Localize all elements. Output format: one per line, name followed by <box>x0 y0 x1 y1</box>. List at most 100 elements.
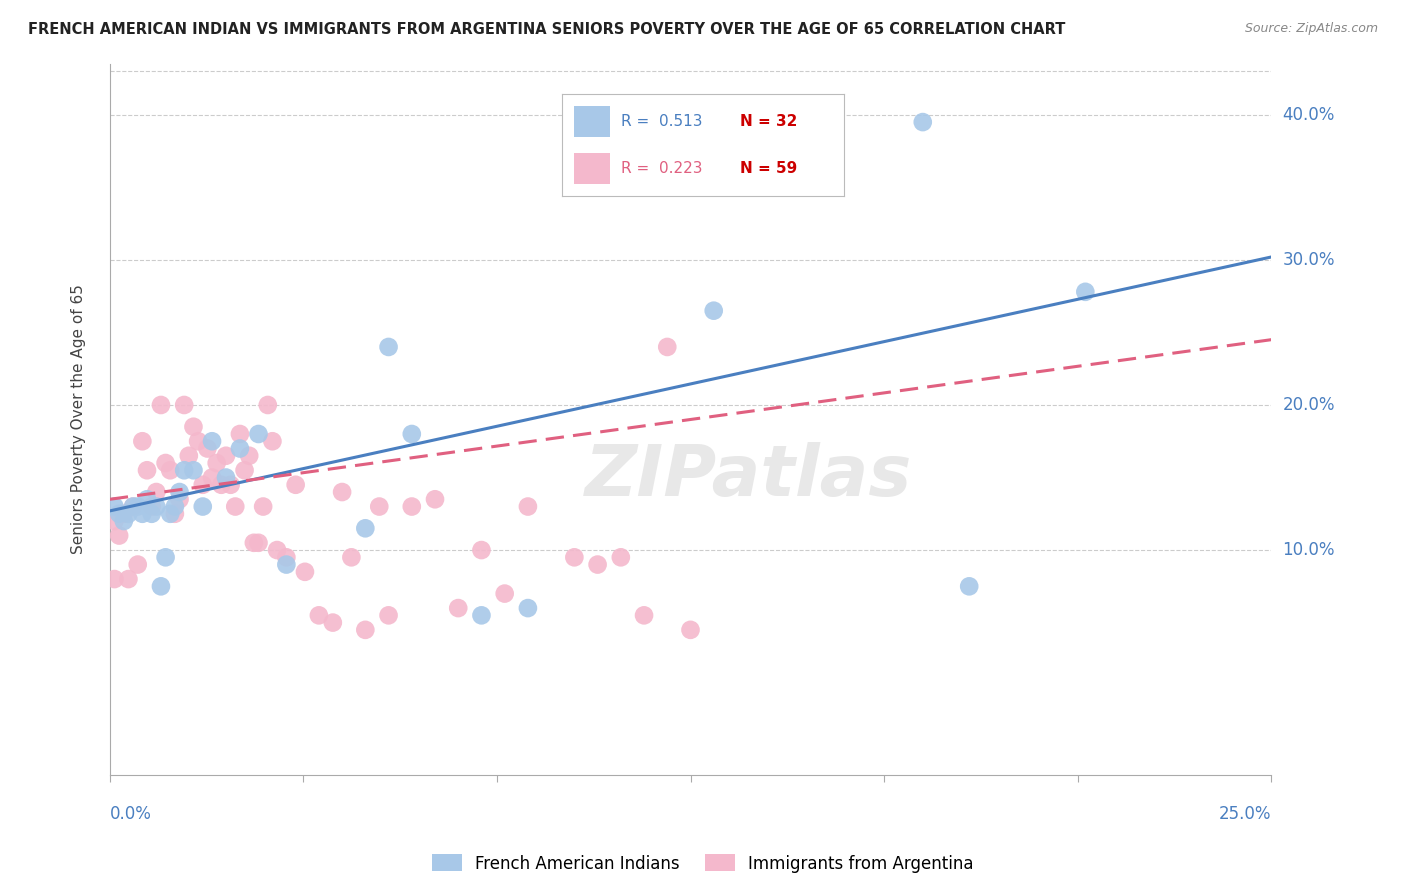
Text: N = 59: N = 59 <box>740 161 797 176</box>
Text: 40.0%: 40.0% <box>1282 106 1334 124</box>
Point <box>122 500 145 514</box>
Point <box>191 500 214 514</box>
Point <box>201 470 224 484</box>
Legend: French American Indians, Immigrants from Argentina: French American Indians, Immigrants from… <box>426 847 980 880</box>
Point <box>401 500 423 514</box>
Point <box>368 500 391 514</box>
Point <box>131 507 153 521</box>
Point <box>136 463 159 477</box>
Point <box>169 492 191 507</box>
Text: N = 32: N = 32 <box>740 114 797 128</box>
Text: Source: ZipAtlas.com: Source: ZipAtlas.com <box>1244 22 1378 36</box>
Point <box>377 340 399 354</box>
Point <box>229 442 252 456</box>
Point <box>657 340 679 354</box>
Text: 0.0%: 0.0% <box>110 805 152 823</box>
Point <box>1074 285 1097 299</box>
Point <box>163 500 186 514</box>
Point <box>215 470 238 484</box>
Point <box>163 507 186 521</box>
Point <box>703 303 725 318</box>
Point <box>173 398 195 412</box>
Point <box>177 449 200 463</box>
Point <box>247 427 270 442</box>
Point <box>243 536 266 550</box>
Point <box>209 477 232 491</box>
Point <box>108 507 131 521</box>
Point <box>215 449 238 463</box>
Text: ZIPatlas: ZIPatlas <box>585 442 912 511</box>
Point <box>233 463 256 477</box>
Text: 30.0%: 30.0% <box>1282 251 1334 268</box>
Point <box>308 608 330 623</box>
Point <box>145 485 167 500</box>
Point <box>423 492 446 507</box>
Point <box>294 565 316 579</box>
Point <box>122 500 145 514</box>
Point <box>127 558 149 572</box>
Point <box>330 485 353 500</box>
Point <box>516 500 538 514</box>
Point <box>586 558 609 572</box>
Text: R =  0.223: R = 0.223 <box>621 161 703 176</box>
Point <box>219 477 242 491</box>
Point <box>149 398 172 412</box>
Y-axis label: Seniors Poverty Over the Age of 65: Seniors Poverty Over the Age of 65 <box>72 285 86 555</box>
Point <box>149 579 172 593</box>
Point <box>516 601 538 615</box>
Point <box>354 623 377 637</box>
Point <box>447 601 470 615</box>
Point <box>564 550 586 565</box>
Point <box>252 500 274 514</box>
Point <box>141 500 163 514</box>
Text: 25.0%: 25.0% <box>1219 805 1271 823</box>
Point <box>262 434 284 449</box>
Point <box>470 608 492 623</box>
Point <box>266 543 288 558</box>
Point <box>679 623 702 637</box>
Point <box>117 572 139 586</box>
Point <box>141 507 163 521</box>
Point <box>470 543 492 558</box>
Point <box>155 456 177 470</box>
Point <box>401 427 423 442</box>
Point <box>136 492 159 507</box>
Point <box>340 550 363 565</box>
Point <box>183 419 205 434</box>
Point <box>159 507 181 521</box>
Point <box>633 608 655 623</box>
Point <box>911 115 934 129</box>
Point <box>187 434 209 449</box>
Point <box>224 500 246 514</box>
FancyBboxPatch shape <box>574 153 610 184</box>
Point <box>103 572 125 586</box>
Point <box>159 463 181 477</box>
FancyBboxPatch shape <box>574 106 610 136</box>
Point <box>197 442 219 456</box>
Point <box>238 449 260 463</box>
Point <box>191 477 214 491</box>
Point <box>155 550 177 565</box>
Point <box>494 586 516 600</box>
Point <box>108 528 131 542</box>
Point <box>377 608 399 623</box>
Text: 20.0%: 20.0% <box>1282 396 1334 414</box>
Point <box>229 427 252 442</box>
Point <box>173 463 195 477</box>
Point <box>256 398 278 412</box>
Point <box>112 514 135 528</box>
Point <box>957 579 980 593</box>
Point <box>127 500 149 514</box>
Point <box>145 500 167 514</box>
Point <box>117 507 139 521</box>
Text: 10.0%: 10.0% <box>1282 541 1334 559</box>
Point <box>103 500 125 514</box>
Point <box>354 521 377 535</box>
Point <box>322 615 344 630</box>
Point <box>103 514 125 528</box>
Point <box>131 434 153 449</box>
Point <box>205 456 228 470</box>
Text: FRENCH AMERICAN INDIAN VS IMMIGRANTS FROM ARGENTINA SENIORS POVERTY OVER THE AGE: FRENCH AMERICAN INDIAN VS IMMIGRANTS FRO… <box>28 22 1066 37</box>
Point <box>276 550 298 565</box>
Point <box>284 477 307 491</box>
